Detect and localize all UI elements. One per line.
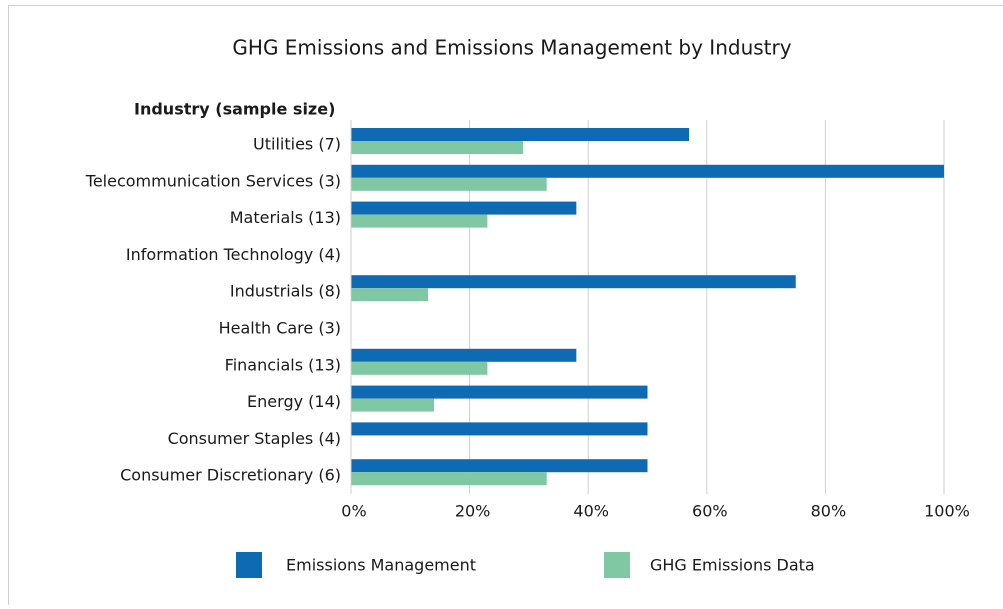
bar xyxy=(351,399,434,412)
y-tick-label: Industrials (8) xyxy=(230,282,341,301)
y-tick-label: Materials (13) xyxy=(230,208,341,227)
chart-title: GHG Emissions and Emissions Management b… xyxy=(232,36,791,60)
x-tick-label: 100% xyxy=(924,502,970,521)
bar xyxy=(351,141,523,154)
bar xyxy=(351,472,547,485)
y-tick-label: Telecommunication Services (3) xyxy=(85,171,341,190)
bar xyxy=(351,349,576,362)
bar xyxy=(351,165,944,178)
x-tick-label: 20% xyxy=(455,502,491,521)
y-tick-label: Information Technology (4) xyxy=(126,245,341,264)
y-tick-label: Utilities (7) xyxy=(253,135,341,154)
x-tick-label: 0% xyxy=(341,502,366,521)
bar xyxy=(351,459,648,472)
x-tick-label: 40% xyxy=(573,502,609,521)
bar xyxy=(351,288,428,301)
bar xyxy=(351,178,547,191)
bar xyxy=(351,202,576,215)
x-tick-label: 60% xyxy=(692,502,728,521)
legend-swatch xyxy=(604,552,630,578)
y-tick-label: Financials (13) xyxy=(225,355,341,374)
legend-swatch xyxy=(236,552,262,578)
bar xyxy=(351,386,648,399)
bar xyxy=(351,422,648,435)
y-tick-label: Health Care (3) xyxy=(219,319,341,338)
y-tick-label: Consumer Staples (4) xyxy=(168,429,341,448)
x-tick-label: 80% xyxy=(811,502,847,521)
y-tick-label: Energy (14) xyxy=(247,392,341,411)
bar xyxy=(351,362,487,375)
bar xyxy=(351,128,689,141)
frame xyxy=(9,6,1003,606)
legend-label: Emissions Management xyxy=(286,556,476,575)
legend-label: GHG Emissions Data xyxy=(650,556,815,575)
bar xyxy=(351,215,487,228)
bar xyxy=(351,275,796,288)
y-axis-label: Industry (sample size) xyxy=(134,100,335,119)
y-tick-label: Consumer Discretionary (6) xyxy=(120,466,341,485)
